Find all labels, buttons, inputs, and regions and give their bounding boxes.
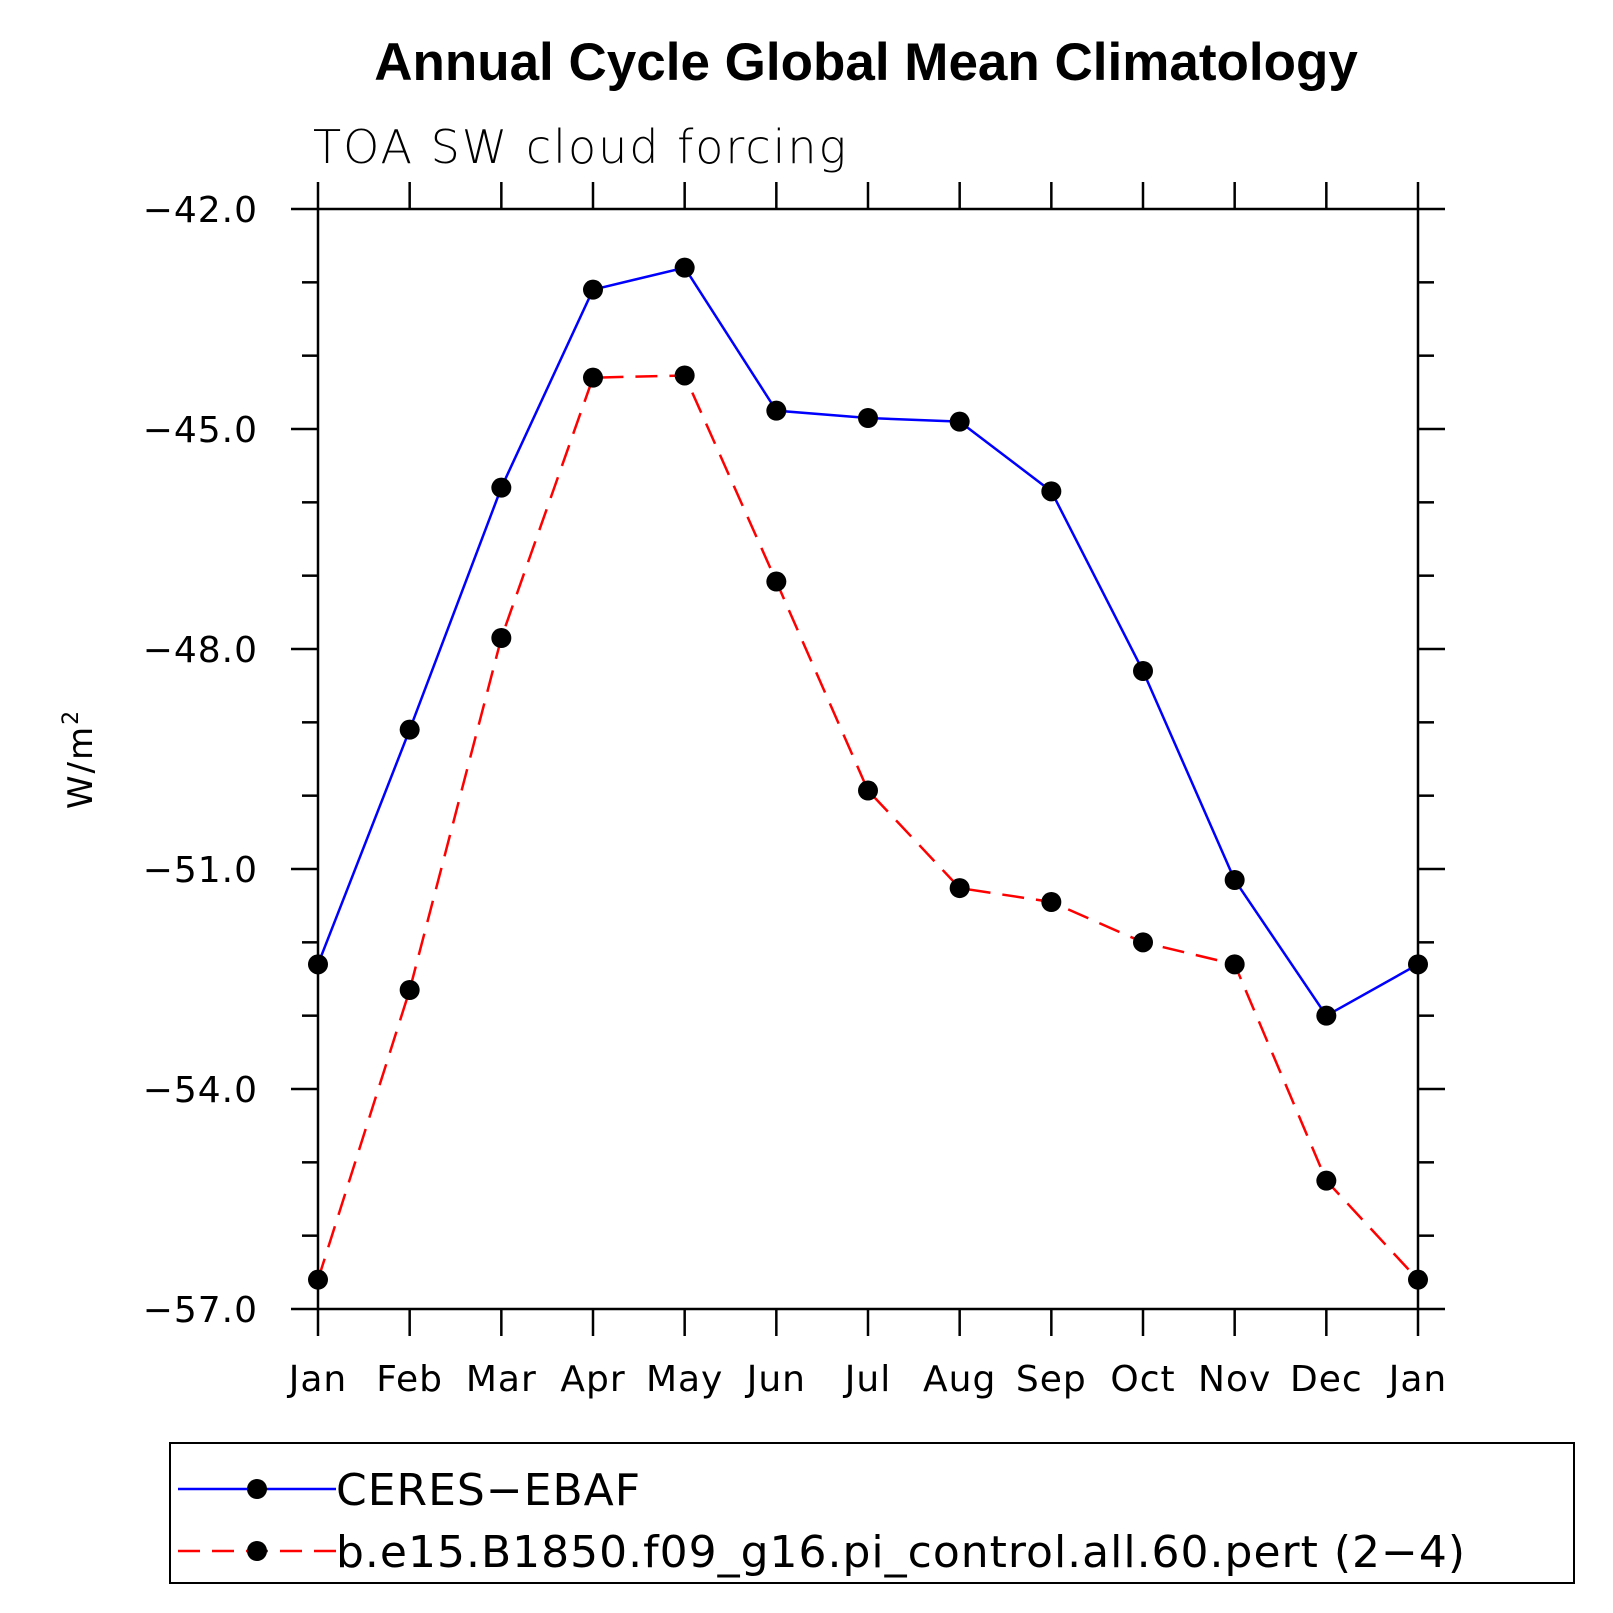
y-tick-label: −45.0 [143, 410, 258, 451]
series-1-point [1224, 954, 1245, 975]
x-tick-label: Apr [560, 1359, 625, 1400]
x-tick-label: Aug [923, 1359, 996, 1400]
series-1-point [949, 878, 970, 899]
series-0-point [1133, 661, 1153, 681]
series-1-point [1316, 1170, 1337, 1191]
series-0-point [766, 400, 787, 421]
legend-marker-0 [247, 1479, 267, 1499]
y-axis-label-text: W/m [61, 725, 101, 809]
x-tick-label: May [646, 1359, 723, 1400]
legend-label-1: b.e15.B1850.f09_g16.pi_control.all.60.pe… [336, 1527, 1466, 1578]
x-tick-label: Mar [466, 1359, 537, 1400]
legend-marker-1 [247, 1541, 267, 1561]
chart-title: Annual Cycle Global Mean Climatology [374, 33, 1358, 92]
y-tick-label: −51.0 [143, 850, 258, 891]
series-line-1 [316, 374, 1419, 1281]
series-0-point [583, 279, 603, 300]
chart-subtitle: TOA SW cloud forcing [313, 120, 848, 174]
y-tick-label: −42.0 [143, 190, 258, 231]
series-1-point [858, 780, 878, 801]
series-0-point [674, 257, 695, 278]
x-tick-label: Feb [376, 1359, 443, 1400]
series-1-point [674, 365, 695, 386]
series-0-point [1408, 954, 1428, 975]
series-0-point [1224, 870, 1245, 890]
x-tick-label: Jul [843, 1359, 891, 1400]
x-tick-label: Nov [1198, 1359, 1271, 1400]
series-0-point [308, 954, 328, 975]
series-0-point [1316, 1005, 1337, 1026]
series-1-point [1041, 892, 1062, 912]
series-0-point [949, 411, 970, 432]
y-axis-label-superscript: 2 [59, 709, 84, 725]
plot-frame [316, 207, 1420, 1311]
y-tick-label: −48.0 [143, 630, 258, 671]
series-1-point [399, 980, 420, 1000]
series-line-0 [316, 266, 1419, 1018]
x-tick-label: Dec [1290, 1359, 1363, 1400]
y-tick-label: −54.0 [143, 1070, 258, 1111]
legend-box [169, 1442, 1575, 1584]
x-tick-label: Jan [1387, 1359, 1448, 1400]
x-tick-label: Oct [1110, 1359, 1175, 1400]
series-0-point [1041, 481, 1062, 502]
series-1-point [583, 367, 603, 388]
series-0-point [858, 408, 878, 428]
y-axis-label: W/m2 [59, 709, 101, 809]
series-1-point [1408, 1269, 1428, 1290]
x-tick-label: Jan [287, 1359, 348, 1400]
series-1-point [766, 571, 787, 592]
series-0-point [491, 477, 512, 498]
series-0-point [399, 719, 420, 740]
series-1-point [1133, 932, 1153, 953]
x-tick-label: Jun [745, 1359, 806, 1400]
series-1-point [491, 628, 512, 648]
series-1-point [308, 1269, 328, 1290]
legend-label-0: CERES−EBAF [336, 1465, 641, 1516]
y-tick-label: −57.0 [143, 1290, 258, 1331]
x-tick-label: Sep [1016, 1359, 1087, 1400]
